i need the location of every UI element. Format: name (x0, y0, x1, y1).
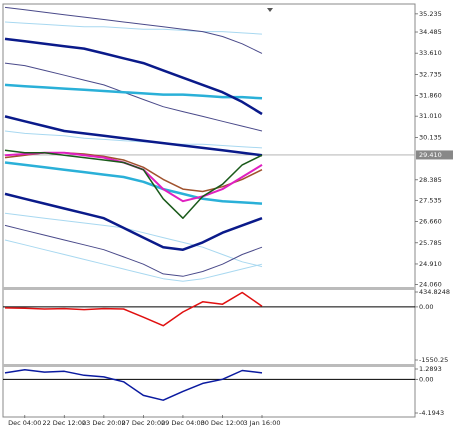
series-line (4, 83, 263, 100)
series-line (4, 37, 263, 116)
y-tick-label: 28.385 (419, 176, 442, 184)
y-tick-label: 0.00 (419, 303, 433, 311)
series-line (4, 6, 263, 54)
y-tick-label: 25.785 (419, 239, 442, 247)
y-tick-label: 0.00 (419, 375, 433, 383)
frame (2, 3, 416, 418)
series-line (4, 62, 263, 132)
y-tick-label: 30.135 (419, 133, 442, 141)
y-tick-label: 31.010 (419, 112, 442, 120)
series-line (4, 212, 263, 268)
panel (3, 368, 415, 401)
x-tick-label: 27 Dec 20:00 (122, 419, 166, 427)
x-tick-label: 3 Jan 16:00 (243, 419, 280, 427)
y-tick-label: 1.2893 (419, 365, 442, 373)
series-line (4, 21, 263, 35)
x-tick-label: 29 Dec 04:00 (161, 419, 205, 427)
y-tick-label: 26.660 (419, 218, 442, 226)
series-line (4, 192, 263, 251)
panel (3, 291, 415, 327)
y-tick-label: 33.610 (419, 49, 442, 57)
x-tick-label: Dec 04:00 (8, 419, 41, 427)
y-tick-label: 31.860 (419, 92, 442, 100)
y-tick-label: -1550.25 (419, 356, 448, 364)
series-line (4, 291, 263, 327)
y-tick-label: 34.485 (419, 28, 442, 36)
x-tick-label: 23 Dec 20:00 (82, 419, 126, 427)
series-line (4, 149, 263, 219)
series-line (4, 239, 263, 282)
panel (3, 6, 415, 282)
y-tick-label: 434.8248 (419, 288, 450, 296)
series-line (4, 368, 263, 401)
x-tick-label: 22 Dec 12:00 (42, 419, 86, 427)
y-tick-label: 24.910 (419, 260, 442, 268)
series-line (4, 152, 263, 193)
x-tick-label: 30 Dec 12:00 (201, 419, 245, 427)
shift-marker (267, 8, 273, 12)
y-tick-label: 32.735 (419, 70, 442, 78)
y-tick-label: 24.060 (419, 281, 442, 289)
series-line (4, 151, 263, 203)
y-tick-label: 27.535 (419, 196, 442, 204)
series-line (4, 115, 263, 157)
y-tick-label: -4.1943 (419, 409, 444, 417)
price-label-box (416, 150, 453, 160)
series-line (4, 161, 263, 205)
y-tick-label: 35.235 (419, 10, 442, 18)
series-line (4, 130, 263, 149)
price-label: 29.410 (419, 151, 442, 159)
series-line (4, 224, 263, 277)
